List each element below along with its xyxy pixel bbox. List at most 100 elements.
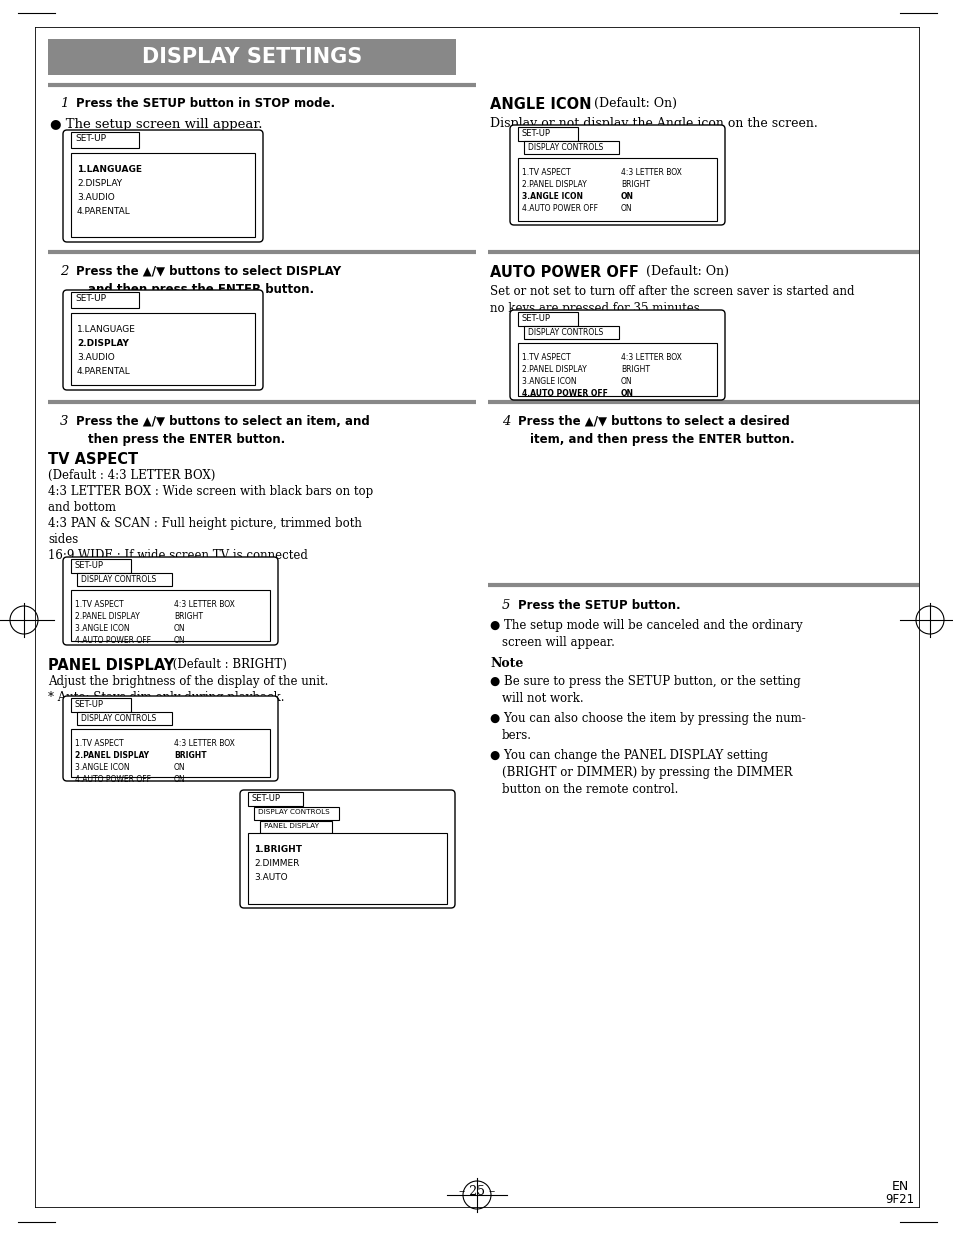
Text: DISPLAY CONTROLS: DISPLAY CONTROLS [257,809,330,815]
Text: 4: 4 [501,415,510,429]
Bar [523,141,618,154]
Bar [523,326,618,338]
Bar [71,312,254,385]
Text: ANGLE ICON: ANGLE ICON [490,98,591,112]
Text: ON: ON [620,191,634,201]
FancyBboxPatch shape [63,697,277,781]
Text: EN: EN [890,1179,907,1193]
Text: 5: 5 [501,599,510,613]
Text: 2.PANEL DISPLAY: 2.PANEL DISPLAY [75,751,149,760]
Text: DISPLAY CONTROLS: DISPLAY CONTROLS [81,714,156,722]
Text: 3.AUDIO: 3.AUDIO [77,193,114,203]
Text: – 25 –: – 25 – [458,1186,495,1198]
Text: 4.AUTO POWER OFF: 4.AUTO POWER OFF [75,636,151,645]
Text: SET-UP: SET-UP [75,135,106,143]
Text: 3.ANGLE ICON: 3.ANGLE ICON [75,763,130,772]
Text: Display or not display the Angle icon on the screen.: Display or not display the Angle icon on… [490,117,817,130]
Text: then press the ENTER button.: then press the ENTER button. [88,433,285,446]
Text: ● The setup mode will be canceled and the ordinary: ● The setup mode will be canceled and th… [490,619,801,632]
Text: (Default: On): (Default: On) [641,266,728,278]
Text: 1.TV ASPECT: 1.TV ASPECT [75,600,124,609]
Bar [71,291,139,308]
Text: ON: ON [173,636,186,645]
FancyBboxPatch shape [63,290,263,390]
Text: bers.: bers. [501,729,532,742]
Text: no keys are pressed for 35 minutes.: no keys are pressed for 35 minutes. [490,303,702,315]
Text: 3.ANGLE ICON: 3.ANGLE ICON [75,624,130,634]
Text: 3.AUDIO: 3.AUDIO [77,353,114,362]
Text: 4:3 PAN & SCAN : Full height picture, trimmed both: 4:3 PAN & SCAN : Full height picture, tr… [48,517,361,530]
Text: 4:3 LETTER BOX: 4:3 LETTER BOX [173,739,234,748]
Bar [77,713,172,725]
FancyBboxPatch shape [63,557,277,645]
Text: (Default : 4:3 LETTER BOX): (Default : 4:3 LETTER BOX) [48,469,215,482]
Bar [248,792,303,806]
Text: DISPLAY CONTROLS: DISPLAY CONTROLS [527,143,602,152]
Text: ON: ON [620,389,634,398]
Text: ● Be sure to press the SETUP button, or the setting: ● Be sure to press the SETUP button, or … [490,676,800,688]
Bar [71,698,131,713]
Text: BRIGHT: BRIGHT [620,180,649,189]
Text: Press the SETUP button in STOP mode.: Press the SETUP button in STOP mode. [76,98,335,110]
Text: 2: 2 [60,266,69,278]
Text: DISPLAY CONTROLS: DISPLAY CONTROLS [527,329,602,337]
Text: 1.TV ASPECT: 1.TV ASPECT [75,739,124,748]
Text: ON: ON [620,204,632,212]
FancyBboxPatch shape [510,125,724,225]
Text: ● You can change the PANEL DISPLAY setting: ● You can change the PANEL DISPLAY setti… [490,748,767,762]
Text: 1.LANGUAGE: 1.LANGUAGE [77,165,142,174]
Text: BRIGHT: BRIGHT [173,751,207,760]
Bar [77,573,172,585]
Bar [517,312,578,326]
Text: 2.PANEL DISPLAY: 2.PANEL DISPLAY [521,180,586,189]
Text: ON: ON [173,763,186,772]
Text: will not work.: will not work. [501,692,583,705]
FancyBboxPatch shape [240,790,455,908]
Text: 4.AUTO POWER OFF: 4.AUTO POWER OFF [521,389,607,398]
Bar [48,40,456,75]
Bar [248,832,447,904]
Text: 4:3 LETTER BOX : Wide screen with black bars on top: 4:3 LETTER BOX : Wide screen with black … [48,485,373,498]
Text: 1.LANGUAGE: 1.LANGUAGE [77,325,135,333]
Text: AUTO POWER OFF: AUTO POWER OFF [490,266,639,280]
Text: Press the ▲/▼ buttons to select an item, and: Press the ▲/▼ buttons to select an item,… [76,415,370,429]
Text: item, and then press the ENTER button.: item, and then press the ENTER button. [530,433,794,446]
Text: SET-UP: SET-UP [75,700,104,709]
Text: 2.DIMMER: 2.DIMMER [253,860,299,868]
Text: PANEL DISPLAY: PANEL DISPLAY [48,658,174,673]
Text: 2.DISPLAY: 2.DISPLAY [77,338,129,348]
Bar [71,590,270,641]
Bar [253,806,338,820]
Text: 4:3 LETTER BOX: 4:3 LETTER BOX [173,600,234,609]
Text: 2.DISPLAY: 2.DISPLAY [77,179,122,188]
Text: sides: sides [48,534,78,546]
Text: 4:3 LETTER BOX: 4:3 LETTER BOX [620,168,681,177]
Text: 4.PARENTAL: 4.PARENTAL [77,207,131,216]
Text: 3.ANGLE ICON: 3.ANGLE ICON [521,191,582,201]
Text: 4.PARENTAL: 4.PARENTAL [77,367,131,375]
Bar [517,127,578,141]
Text: 3.ANGLE ICON: 3.ANGLE ICON [521,377,576,387]
Text: button on the remote control.: button on the remote control. [501,783,678,797]
Text: 4.AUTO POWER OFF: 4.AUTO POWER OFF [521,204,598,212]
Text: 1: 1 [60,98,69,110]
Text: 9F21: 9F21 [884,1193,914,1207]
Text: BRIGHT: BRIGHT [173,613,203,621]
Text: (BRIGHT or DIMMER) by pressing the DIMMER: (BRIGHT or DIMMER) by pressing the DIMME… [501,766,792,779]
Text: 2.PANEL DISPLAY: 2.PANEL DISPLAY [75,613,139,621]
FancyBboxPatch shape [63,130,263,242]
Text: 3.AUTO: 3.AUTO [253,873,287,882]
Text: ● You can also choose the item by pressing the num-: ● You can also choose the item by pressi… [490,713,805,725]
Text: Press the ▲/▼ buttons to select a desired: Press the ▲/▼ buttons to select a desire… [517,415,789,429]
Text: SET-UP: SET-UP [75,294,106,303]
Text: 4:3 LETTER BOX: 4:3 LETTER BOX [620,353,681,362]
Bar [260,821,332,832]
Text: Adjust the brightness of the display of the unit.: Adjust the brightness of the display of … [48,676,328,688]
Text: * Auto: Stays dim only during playback.: * Auto: Stays dim only during playback. [48,692,284,704]
Text: Press the SETUP button.: Press the SETUP button. [517,599,679,613]
Text: (Default: On): (Default: On) [589,98,677,110]
Text: 4.AUTO POWER OFF: 4.AUTO POWER OFF [75,776,151,784]
Bar [71,132,139,148]
Text: and then press the ENTER button.: and then press the ENTER button. [88,283,314,296]
Text: and bottom: and bottom [48,501,116,514]
